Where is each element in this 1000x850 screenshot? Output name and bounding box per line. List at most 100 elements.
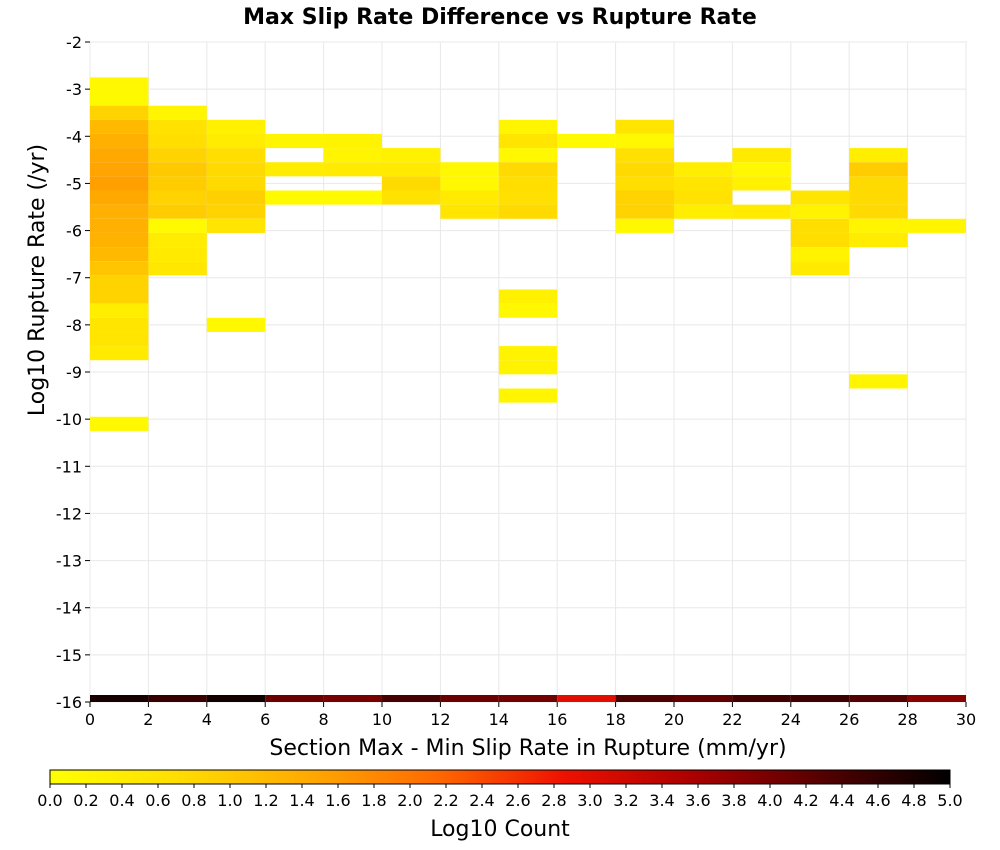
colorbar-tick-label: 2.4 xyxy=(469,791,494,810)
heatmap-cell xyxy=(382,190,441,205)
y-tick-label: -15 xyxy=(56,646,82,665)
heatmap-cell xyxy=(206,204,266,219)
heatmap-cell xyxy=(206,148,266,163)
heatmap-cell xyxy=(498,162,558,177)
marginal-cell xyxy=(907,695,966,702)
y-tick-label: -13 xyxy=(56,552,82,571)
heatmap-cell xyxy=(498,176,558,191)
x-tick-label: 2 xyxy=(143,710,153,729)
heatmap-cell xyxy=(90,247,149,262)
heatmap-cell xyxy=(498,148,558,163)
marginal-cell xyxy=(732,695,791,702)
heatmap-cell xyxy=(206,162,266,177)
heatmap-cell xyxy=(790,204,850,219)
heatmap-cell xyxy=(732,204,791,219)
heatmap-cell xyxy=(90,218,149,233)
heatmap-cell xyxy=(615,190,674,205)
colorbar-tick-label: 5.0 xyxy=(937,791,962,810)
marginal-strip xyxy=(90,695,966,702)
y-axis-label: Log10 Rupture Rate (/yr) xyxy=(25,144,50,416)
marginal-cell xyxy=(265,695,324,702)
colorbar-tick-label: 2.2 xyxy=(433,791,458,810)
y-tick-label: -8 xyxy=(66,316,82,335)
x-tick-label: 28 xyxy=(897,710,917,729)
heatmap-cell xyxy=(440,176,499,191)
heatmap-cell xyxy=(849,232,908,248)
heatmap-cell xyxy=(498,190,558,205)
colorbar-tick-label: 1.4 xyxy=(289,791,314,810)
heatmap-cell xyxy=(615,119,674,134)
marginal-cell xyxy=(148,695,207,702)
heatmap-cell xyxy=(790,247,850,262)
heatmap-cell xyxy=(90,190,149,205)
heatmap-cell xyxy=(790,218,850,233)
heatmap-cell xyxy=(615,176,674,191)
heatmap-cell xyxy=(206,176,266,191)
y-tick-label: -10 xyxy=(56,410,82,429)
heatmap-cell xyxy=(382,162,441,177)
y-tick-label: -3 xyxy=(66,80,82,99)
heatmap-cell xyxy=(732,176,791,191)
heatmap-cell xyxy=(265,133,324,149)
colorbar-tick-label: 3.2 xyxy=(613,791,638,810)
heatmap-cell xyxy=(90,162,149,177)
x-tick-label: 16 xyxy=(547,710,567,729)
heatmap-cell xyxy=(90,261,149,276)
colorbar-tick-label: 3.8 xyxy=(721,791,746,810)
heatmap-cell xyxy=(148,218,207,233)
heatmap-cell xyxy=(90,105,149,120)
colorbar-tick-label: 1.6 xyxy=(325,791,350,810)
marginal-cell xyxy=(498,695,558,702)
y-tick-label: -6 xyxy=(66,222,82,241)
x-tick-label: 12 xyxy=(430,710,450,729)
heatmap-cell xyxy=(206,190,266,205)
x-tick-label: 24 xyxy=(781,710,801,729)
heatmap-cell xyxy=(90,119,149,134)
heatmap-cell xyxy=(148,261,207,276)
heatmap-cell xyxy=(790,261,850,276)
heatmap-cell xyxy=(790,190,850,205)
heatmap-cell xyxy=(206,218,266,233)
heatmap-cell xyxy=(849,190,908,205)
heatmap-cell xyxy=(148,148,207,163)
y-tick-label: -4 xyxy=(66,127,82,146)
heatmap-cell xyxy=(907,218,966,233)
heatmap-cell xyxy=(849,218,908,233)
heatmap-cell xyxy=(498,289,558,304)
heatmap-cell xyxy=(323,133,382,149)
marginal-cell xyxy=(557,695,616,702)
marginal-cell xyxy=(323,695,382,702)
heatmap-cell xyxy=(323,148,382,163)
marginal-cell xyxy=(615,695,674,702)
y-tick-label: -5 xyxy=(66,174,82,193)
x-tick-label: 14 xyxy=(489,710,509,729)
heatmap-cell xyxy=(732,162,791,177)
heatmap-cell xyxy=(615,204,674,219)
heatmap-cell xyxy=(615,148,674,163)
colorbar-tick-label: 0.0 xyxy=(37,791,62,810)
heatmap-cell xyxy=(849,162,908,177)
colorbar-tick-label: 1.0 xyxy=(217,791,242,810)
colorbar-tick-label: 0.2 xyxy=(73,791,98,810)
colorbar-tick-label: 3.4 xyxy=(649,791,674,810)
heatmap-cell xyxy=(206,317,266,332)
heatmap-cells xyxy=(90,77,966,431)
heatmap-cell xyxy=(674,162,733,177)
colorbar-tick-label: 4.2 xyxy=(793,791,818,810)
heatmap-cell xyxy=(382,148,441,163)
x-tick-label: 6 xyxy=(260,710,270,729)
heatmap-cell xyxy=(849,148,908,163)
heatmap-cell xyxy=(849,176,908,191)
colorbar-ticks: 0.0 0.2 0.4 0.6 0.8 1.0 1.2 1.4 1.6 1.8 2.0 2.2 2.4 2… xyxy=(37,784,963,810)
colorbar-tick-label: 2.6 xyxy=(505,791,530,810)
heatmap-cell xyxy=(148,232,207,248)
heatmap-cell xyxy=(148,133,207,149)
y-axis-ticks: -2 -3 -4 -5 -6 -7 -8 -9 -10 -11 -12 -13 -14 -15 -16 xyxy=(56,33,90,712)
marginal-cell xyxy=(206,695,266,702)
chart-title: Max Slip Rate Difference vs Rupture Rate xyxy=(243,5,757,30)
heatmap-cell xyxy=(440,162,499,177)
heatmap-cell xyxy=(148,105,207,120)
heatmap-cell xyxy=(849,204,908,219)
heatmap-cell xyxy=(90,133,149,149)
